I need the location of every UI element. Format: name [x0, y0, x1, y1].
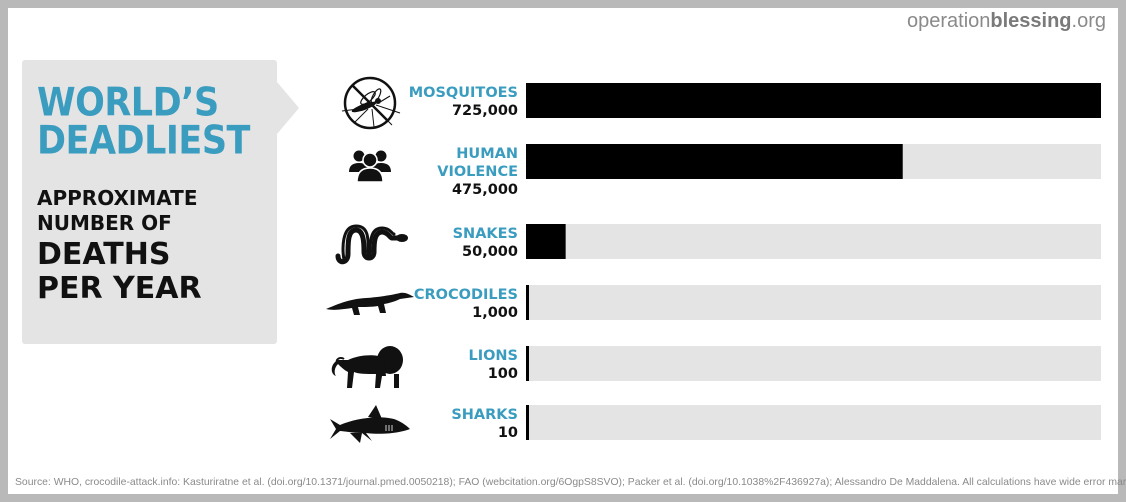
bar-row-snakes: SNAKES 50,000: [338, 224, 1101, 262]
bar-mosquitoes: [526, 83, 1101, 118]
lion-icon: [330, 345, 404, 389]
subtitle-line-2: NUMBER OF: [37, 211, 172, 235]
title-panel: WORLD’S DEADLIEST APPROXIMATE NUMBER OF …: [22, 60, 277, 344]
bar-row-lions: LIONS 100: [330, 345, 1101, 389]
bar-track-sharks: [526, 405, 1101, 440]
bar-row-sharks: SHARKS 10: [329, 404, 1101, 444]
bar-row-mosquitoes: MOSQUITOES 725,000: [340, 76, 1101, 130]
bar-lions: [526, 346, 529, 381]
bar-row-crocodiles: CROCODILES 1,000: [326, 285, 1101, 321]
subtitle-line-1: APPROXIMATE: [37, 186, 198, 210]
category-label-human-violence: VIOLENCE: [437, 164, 518, 180]
value-label-mosquitoes: 725,000: [452, 103, 518, 119]
category-label-human-violence: HUMAN: [456, 146, 518, 162]
bar-human-violence: [526, 144, 903, 179]
value-label-human-violence: 475,000: [452, 182, 518, 198]
subtitle-line-4: PER YEAR: [37, 271, 202, 306]
mosquito-icon: [340, 76, 402, 130]
bar-track-snakes: [526, 224, 1101, 259]
source-footnote: Source: WHO, crocodile-attack.info: Kast…: [15, 477, 1126, 488]
snake-icon: [338, 226, 408, 262]
category-label-crocodiles: CROCODILES: [414, 287, 518, 303]
bar-sharks: [526, 405, 529, 440]
chart-title: WORLD’S DEADLIEST: [37, 80, 250, 164]
crocodile-icon: [326, 292, 414, 315]
chart-subtitle: APPROXIMATE NUMBER OF DEATHS PER YEAR: [37, 186, 202, 306]
value-label-crocodiles: 1,000: [472, 305, 518, 321]
category-label-lions: LIONS: [468, 348, 518, 364]
people-icon: [348, 149, 392, 183]
shark-icon: [329, 404, 411, 444]
bar-snakes: [526, 224, 566, 259]
bar-track-crocodiles: [526, 285, 1101, 320]
title-panel-pointer: [277, 82, 299, 134]
value-label-sharks: 10: [498, 425, 518, 441]
bar-track-lions: [526, 346, 1101, 381]
brand-logo-text: operationblessing.org: [906, 10, 1106, 32]
category-label-mosquitoes: MOSQUITOES: [409, 85, 518, 101]
title-line-2: DEADLIEST: [37, 118, 250, 164]
subtitle-line-3: DEATHS: [37, 237, 171, 272]
bar-row-human-violence: HUMAN VIOLENCE 475,000: [348, 144, 1101, 198]
value-label-snakes: 50,000: [462, 244, 518, 260]
title-line-1: WORLD’S: [37, 80, 219, 126]
category-label-sharks: SHARKS: [451, 407, 518, 423]
category-label-snakes: SNAKES: [453, 226, 518, 242]
value-label-lions: 100: [488, 366, 518, 382]
bar-crocodiles: [526, 285, 529, 320]
